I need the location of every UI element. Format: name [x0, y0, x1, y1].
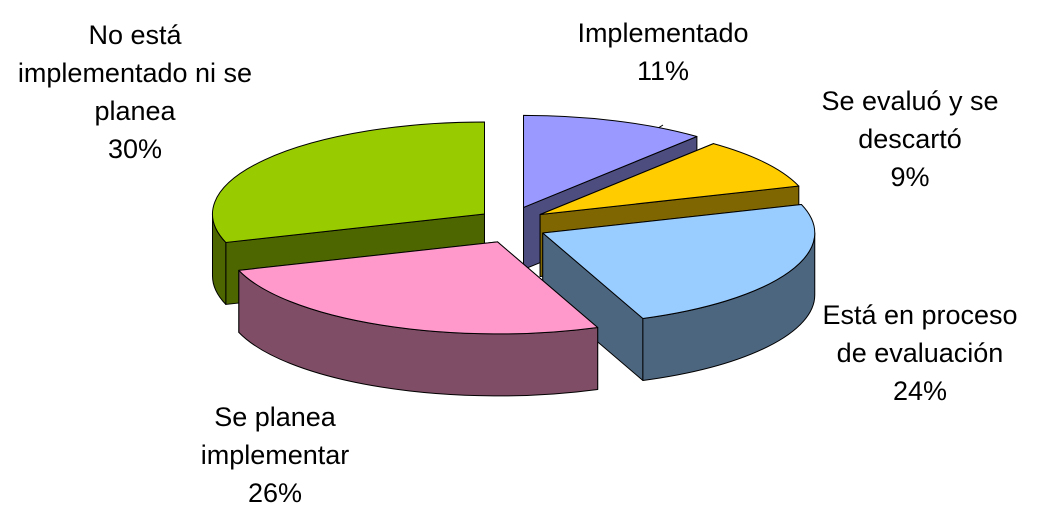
category: No está implementado ni se planea: [17, 20, 253, 126]
category: Se planea implementar: [200, 402, 350, 470]
slice: [539, 143, 800, 215]
percent: 24%: [892, 376, 948, 406]
slice-label: Implementado 11%: [538, 14, 788, 90]
percent: 11%: [636, 56, 690, 86]
slice: [523, 114, 698, 208]
category: Se evaluó y se descartó: [821, 86, 999, 154]
slice: [542, 204, 816, 320]
category: Implementado: [577, 18, 749, 48]
slice: [212, 121, 485, 243]
slice-label: Se planea implementar 26%: [170, 398, 380, 512]
percent: 30%: [107, 134, 163, 164]
percent: 9%: [890, 162, 930, 192]
slice-label: Está en proceso de evaluación 24%: [820, 296, 1020, 410]
slice: [238, 241, 599, 335]
slice-label: No está implementado ni se planea 30%: [15, 16, 255, 168]
percent: 26%: [247, 478, 303, 508]
slice-label: Se evaluó y se descartó 9%: [785, 82, 1035, 196]
category: Está en proceso de evaluación: [822, 300, 1018, 368]
